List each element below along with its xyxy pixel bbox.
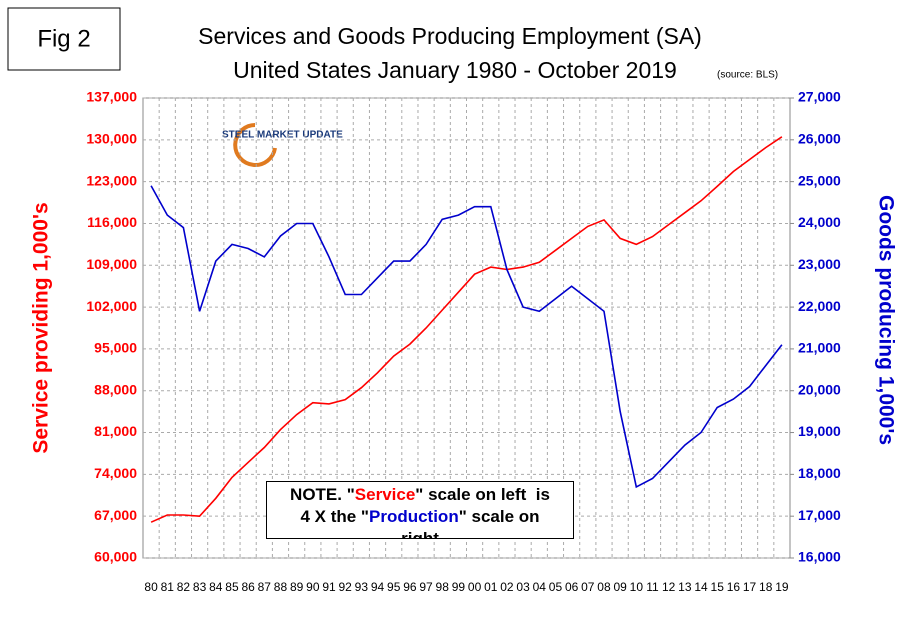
- x-tick-label: 01: [484, 580, 498, 594]
- fig-box: [7, 7, 121, 71]
- note-text: " scale on: [458, 507, 540, 526]
- note-text: Production: [368, 507, 459, 526]
- fig-label: Fig 2: [37, 25, 90, 52]
- note-text: right: [401, 529, 439, 539]
- chart-subtitle: United States January 1980 - October 201…: [233, 57, 677, 83]
- source: (source: BLS): [717, 70, 778, 81]
- x-tick-label: 16: [727, 580, 741, 594]
- x-tick-label: 85: [225, 580, 239, 594]
- x-tick-label: 91: [322, 580, 336, 594]
- y2-tick-label: 19,000: [798, 423, 841, 439]
- note-line: 4 X the "Production" scale on: [267, 506, 573, 528]
- note-text: " scale on left is: [415, 485, 550, 504]
- note-text: NOTE. ": [290, 485, 355, 504]
- x-tick-label: 13: [678, 580, 692, 594]
- x-tick-label: 84: [209, 580, 223, 594]
- x-tick-label: 10: [630, 580, 644, 594]
- note-text: Service: [354, 485, 416, 504]
- y-tick-label: 102,000: [86, 298, 137, 314]
- x-tick-label: 03: [516, 580, 530, 594]
- x-tick-label: 95: [387, 580, 401, 594]
- x-tick-label: 83: [193, 580, 207, 594]
- x-tick-label: 07: [581, 580, 595, 594]
- x-tick-label: 04: [533, 580, 547, 594]
- y2-tick-label: 18,000: [798, 465, 841, 481]
- x-tick-label: 06: [565, 580, 579, 594]
- y2-tick-label: 26,000: [798, 131, 841, 147]
- y2-tick-label: 24,000: [798, 214, 841, 230]
- x-tick-label: 90: [306, 580, 320, 594]
- y-axis-title: Service providing 1,000's: [30, 202, 53, 453]
- chart-title: Services and Goods Producing Employment …: [198, 23, 702, 49]
- x-tick-label: 96: [403, 580, 417, 594]
- x-tick-label: 00: [468, 580, 482, 594]
- y-tick-label: 88,000: [94, 381, 137, 397]
- y2-tick-label: 27,000: [798, 89, 841, 105]
- y-tick-label: 60,000: [94, 549, 137, 565]
- note-box: NOTE. "Service" scale on left is 4 X the …: [266, 481, 574, 539]
- y2-axis-title: Goods producing 1,000's: [874, 195, 897, 445]
- y-tick-label: 81,000: [94, 423, 137, 439]
- y2-tick-label: 17,000: [798, 507, 841, 523]
- y2-tick-label: 21,000: [798, 340, 841, 356]
- y-tick-label: 137,000: [86, 89, 137, 105]
- x-tick-label: 18: [759, 580, 773, 594]
- x-tick-label: 80: [144, 580, 158, 594]
- x-tick-label: 11: [646, 580, 659, 594]
- x-tick-label: 08: [597, 580, 611, 594]
- x-tick-label: 09: [613, 580, 627, 594]
- series-line: [150, 185, 783, 489]
- y2-tick-label: 20,000: [798, 381, 841, 397]
- y-tick-label: 67,000: [94, 507, 137, 523]
- y-tick-label: 123,000: [86, 172, 137, 188]
- x-tick-label: 19: [775, 580, 789, 594]
- x-tick-label: 98: [436, 580, 450, 594]
- y2-tick-label: 22,000: [798, 298, 841, 314]
- x-tick-label: 17: [743, 580, 757, 594]
- y2-tick-label: 16,000: [798, 549, 841, 565]
- x-tick-label: 86: [241, 580, 255, 594]
- y-tick-label: 95,000: [94, 340, 137, 356]
- x-tick-label: 87: [258, 580, 272, 594]
- x-tick-label: 97: [419, 580, 433, 594]
- x-tick-label: 89: [290, 580, 304, 594]
- y2-tick-label: 25,000: [798, 172, 841, 188]
- x-tick-label: 82: [177, 580, 191, 594]
- x-tick-label: 81: [161, 580, 175, 594]
- y-tick-label: 109,000: [86, 256, 137, 272]
- x-tick-label: 94: [371, 580, 385, 594]
- note-text: 4 X the ": [300, 507, 369, 526]
- x-tick-label: 14: [694, 580, 708, 594]
- x-tick-label: 05: [549, 580, 563, 594]
- y-tick-label: 130,000: [86, 131, 137, 147]
- y-tick-label: 74,000: [94, 465, 137, 481]
- x-tick-label: 88: [274, 580, 288, 594]
- y-tick-label: 116,000: [87, 214, 137, 230]
- x-tick-label: 93: [355, 580, 369, 594]
- series-line: [150, 136, 783, 523]
- x-tick-label: 02: [500, 580, 514, 594]
- x-tick-label: 99: [452, 580, 466, 594]
- note-line: NOTE. "Service" scale on left is: [267, 484, 573, 506]
- x-tick-label: 12: [662, 580, 676, 594]
- logo: STEEL MARKET UPDATE: [222, 130, 343, 141]
- y2-tick-label: 23,000: [798, 256, 841, 272]
- x-tick-label: 92: [339, 580, 353, 594]
- note-line: right: [267, 528, 573, 539]
- x-tick-label: 15: [711, 580, 725, 594]
